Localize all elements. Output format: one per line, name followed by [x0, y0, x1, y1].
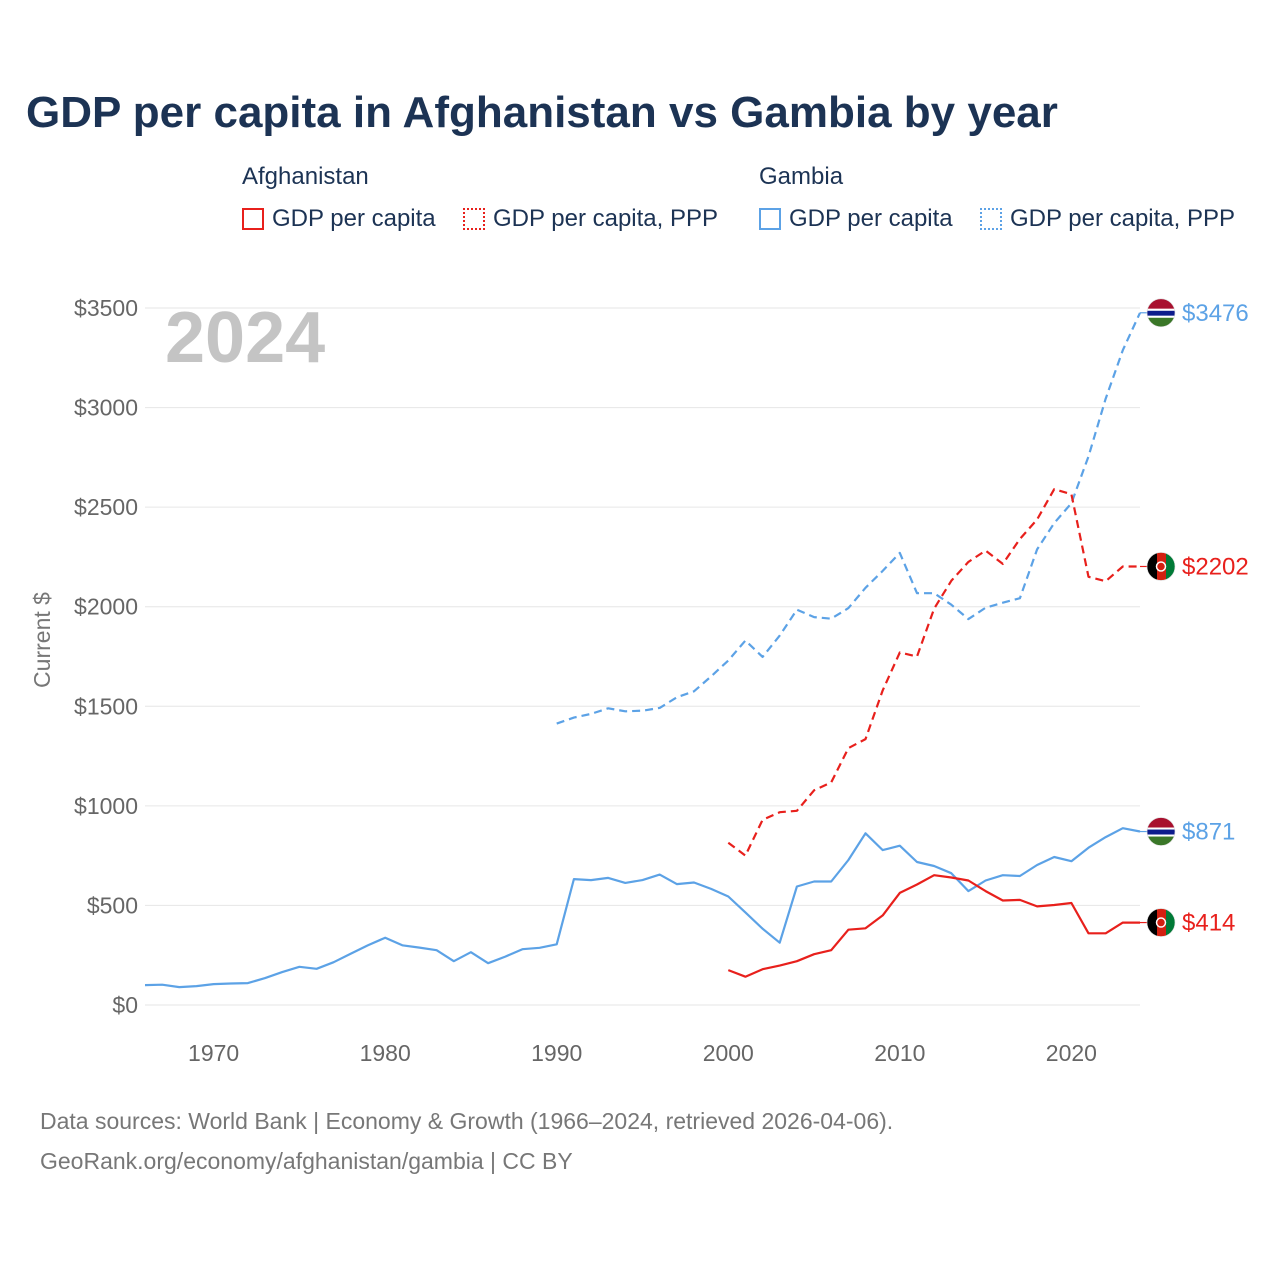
y-tick-label: $1500: [74, 693, 138, 719]
end-value-label: $2202: [1182, 553, 1249, 580]
end-value-label: $3476: [1182, 300, 1249, 327]
year-watermark: 2024: [165, 298, 325, 378]
end-label-afghanistan-ppp: $2202: [1140, 552, 1249, 581]
x-tick-label: 1990: [531, 1040, 582, 1066]
y-tick-label: $3000: [74, 395, 138, 421]
legend-label-afghanistan-gdp: GDP per capita: [272, 205, 436, 232]
legend-afghanistan-ppp[interactable]: GDP per capita, PPP: [463, 205, 718, 233]
legend-label-gambia-gdp: GDP per capita: [789, 205, 953, 232]
x-tick-label: 2010: [874, 1040, 925, 1066]
legend-afghanistan-title: Afghanistan: [242, 163, 369, 190]
x-tick-label: 1970: [188, 1040, 239, 1066]
y-tick-label: $0: [112, 992, 138, 1018]
x-tick-label: 1980: [360, 1040, 411, 1066]
afghanistan-flag-icon: [1147, 552, 1175, 581]
legend-swatch-afghanistan-gdp: [242, 208, 264, 230]
y-tick-label: $3500: [74, 295, 138, 321]
footer-sources: Data sources: World Bank | Economy & Gro…: [40, 1108, 894, 1134]
series-line-gambia-gdp[interactable]: [144, 827, 1141, 989]
legend-swatch-gambia-ppp: [980, 208, 1002, 230]
chart-title: GDP per capita in Afghanistan vs Gambia …: [26, 88, 1058, 137]
x-tick-label: 2020: [1046, 1040, 1097, 1066]
legend-gambia-ppp[interactable]: GDP per capita, PPP: [980, 205, 1235, 233]
y-tick-label: $2000: [74, 594, 138, 620]
legend-afghanistan-gdp[interactable]: GDP per capita: [242, 205, 436, 233]
end-value-label: $414: [1182, 910, 1235, 937]
series-line-gambia-ppp[interactable]: [556, 312, 1141, 725]
series-line-afghanistan-ppp[interactable]: [727, 488, 1140, 857]
end-value-label: $871: [1182, 819, 1235, 846]
y-axis-label: Current $: [29, 592, 55, 688]
legend-swatch-gambia-gdp: [759, 208, 781, 230]
end-label-gambia-ppp: $3476: [1140, 298, 1249, 328]
gambia-flag-icon: [1147, 817, 1175, 846]
legend-label-gambia-ppp: GDP per capita, PPP: [1010, 205, 1235, 232]
gambia-flag-icon: [1147, 298, 1175, 327]
series-line-afghanistan-gdp[interactable]: [727, 874, 1140, 978]
legend-label-afghanistan-ppp: GDP per capita, PPP: [493, 205, 718, 232]
legend-gambia-title: Gambia: [759, 163, 844, 190]
legend-swatch-afghanistan-ppp: [463, 208, 485, 230]
footer-attribution[interactable]: GeoRank.org/economy/afghanistan/gambia |…: [40, 1148, 573, 1174]
line-chart: 2024 Current $ $0 $500 $1000 $1500 $2000 $250…: [29, 295, 1249, 1066]
legend-gambia-gdp[interactable]: GDP per capita: [759, 205, 953, 233]
end-label-afghanistan-gdp: $414: [1140, 908, 1235, 937]
end-label-gambia-gdp: $871: [1140, 817, 1235, 846]
x-tick-label: 2000: [703, 1040, 754, 1066]
y-tick-label: $2500: [74, 494, 138, 520]
y-tick-label: $500: [87, 892, 138, 918]
afghanistan-flag-icon: [1147, 908, 1175, 937]
y-tick-label: $1000: [74, 793, 138, 819]
